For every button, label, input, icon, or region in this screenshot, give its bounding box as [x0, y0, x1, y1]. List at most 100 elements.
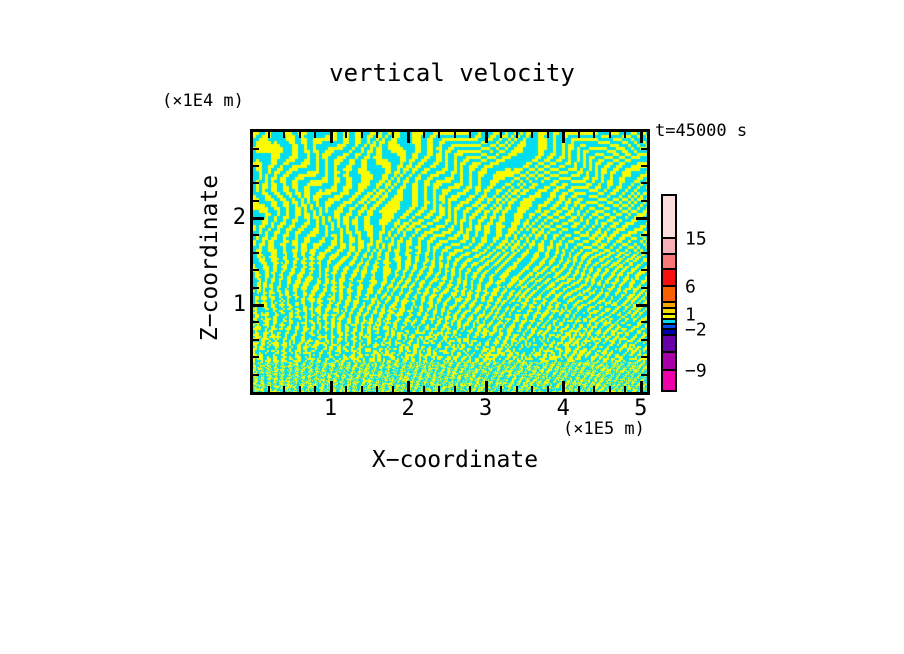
axis-tick — [253, 269, 259, 271]
axis-tick — [423, 386, 425, 392]
axis-tick — [268, 132, 270, 138]
colorbar-label: 6 — [685, 276, 696, 298]
axis-tick — [578, 132, 580, 138]
axis-tick — [500, 386, 502, 392]
axis-tick — [547, 132, 549, 138]
axis-tick — [345, 132, 347, 138]
axis-tick — [454, 132, 456, 138]
axis-tick — [253, 339, 259, 341]
axis-tick — [531, 386, 533, 392]
axis-tick — [609, 386, 611, 392]
axis-tick — [640, 381, 643, 392]
y-tick-label: 2 — [232, 205, 246, 231]
axis-tick — [641, 200, 647, 202]
axis-tick — [438, 386, 440, 392]
colorbar-label: −9 — [685, 360, 707, 382]
axis-tick — [624, 386, 626, 392]
axis-tick — [641, 339, 647, 341]
colorbar-segment — [663, 320, 675, 325]
axis-tick — [500, 132, 502, 138]
axis-tick — [253, 200, 259, 202]
axis-tick — [578, 386, 580, 392]
axis-tick — [361, 132, 363, 138]
axis-tick — [593, 132, 595, 138]
axis-tick — [640, 132, 643, 143]
colorbar-segment — [663, 287, 675, 303]
colorbar-segment — [663, 303, 675, 309]
colorbar-segment — [663, 315, 675, 320]
axis-tick — [253, 165, 259, 167]
axis-tick — [641, 287, 647, 289]
axis-tick — [392, 386, 394, 392]
axis-tick — [641, 356, 647, 358]
axis-tick — [268, 386, 270, 392]
colorbar-label: 15 — [685, 228, 707, 250]
colorbar-segment — [663, 196, 675, 239]
axis-tick — [407, 132, 410, 143]
axis-tick — [376, 132, 378, 138]
axis-tick — [253, 252, 259, 254]
figure-title: vertical velocity — [329, 59, 575, 87]
axis-tick — [641, 165, 647, 167]
plot-frame — [250, 129, 650, 395]
axis-tick — [636, 217, 647, 220]
axis-tick — [283, 386, 285, 392]
axis-tick — [253, 217, 264, 220]
axis-tick — [641, 252, 647, 254]
x-axis-units-label: (×1E5 m) — [563, 419, 645, 439]
colorbar-segment — [663, 325, 675, 330]
axis-tick — [547, 386, 549, 392]
axis-tick — [253, 374, 259, 376]
x-tick-label: 5 — [634, 396, 648, 421]
colorbar-segment — [663, 353, 675, 371]
axis-tick — [593, 386, 595, 392]
axis-tick — [562, 132, 565, 143]
colorbar-segment — [663, 336, 675, 353]
axis-tick — [609, 132, 611, 138]
colorbar-segment — [663, 255, 675, 270]
axis-tick — [641, 148, 647, 150]
colorbar-segment — [663, 330, 675, 336]
axis-tick — [485, 381, 488, 392]
axis-tick — [376, 386, 378, 392]
axis-tick — [423, 132, 425, 138]
colorbar-label: 1 — [685, 304, 696, 326]
x-tick-label: 3 — [479, 396, 493, 421]
axis-tick — [641, 374, 647, 376]
x-tick-label: 2 — [401, 396, 415, 421]
x-axis-label: X−coordinate — [371, 447, 539, 473]
axis-tick — [253, 356, 259, 358]
colorbar-segment — [663, 270, 675, 287]
y-tick-label: 1 — [232, 292, 246, 318]
axis-tick — [624, 132, 626, 138]
axis-tick — [345, 386, 347, 392]
axis-tick — [299, 132, 301, 138]
axis-tick — [485, 132, 488, 143]
axis-tick — [392, 132, 394, 138]
colorbar-segment — [663, 371, 675, 390]
axis-tick — [283, 132, 285, 138]
axis-tick — [562, 381, 565, 392]
axis-tick — [641, 182, 647, 184]
axis-tick — [516, 386, 518, 392]
axis-tick — [314, 132, 316, 138]
axis-tick — [454, 386, 456, 392]
axis-tick — [253, 321, 259, 323]
axis-tick — [253, 234, 259, 236]
axis-tick — [299, 386, 301, 392]
y-axis-units-label: (×1E4 m) — [162, 91, 244, 111]
axis-tick — [469, 132, 471, 138]
axis-tick — [330, 381, 333, 392]
axis-tick — [407, 381, 410, 392]
colorbar-segment — [663, 309, 675, 315]
axis-tick — [641, 269, 647, 271]
axis-tick — [253, 182, 259, 184]
y-axis-label: Z−coordinate — [197, 174, 223, 342]
x-tick-label: 1 — [323, 396, 338, 421]
axis-tick — [253, 148, 259, 150]
axis-tick — [531, 132, 533, 138]
axis-tick — [516, 132, 518, 138]
axis-tick — [330, 132, 333, 143]
time-annotation: t=45000 s — [655, 121, 748, 141]
